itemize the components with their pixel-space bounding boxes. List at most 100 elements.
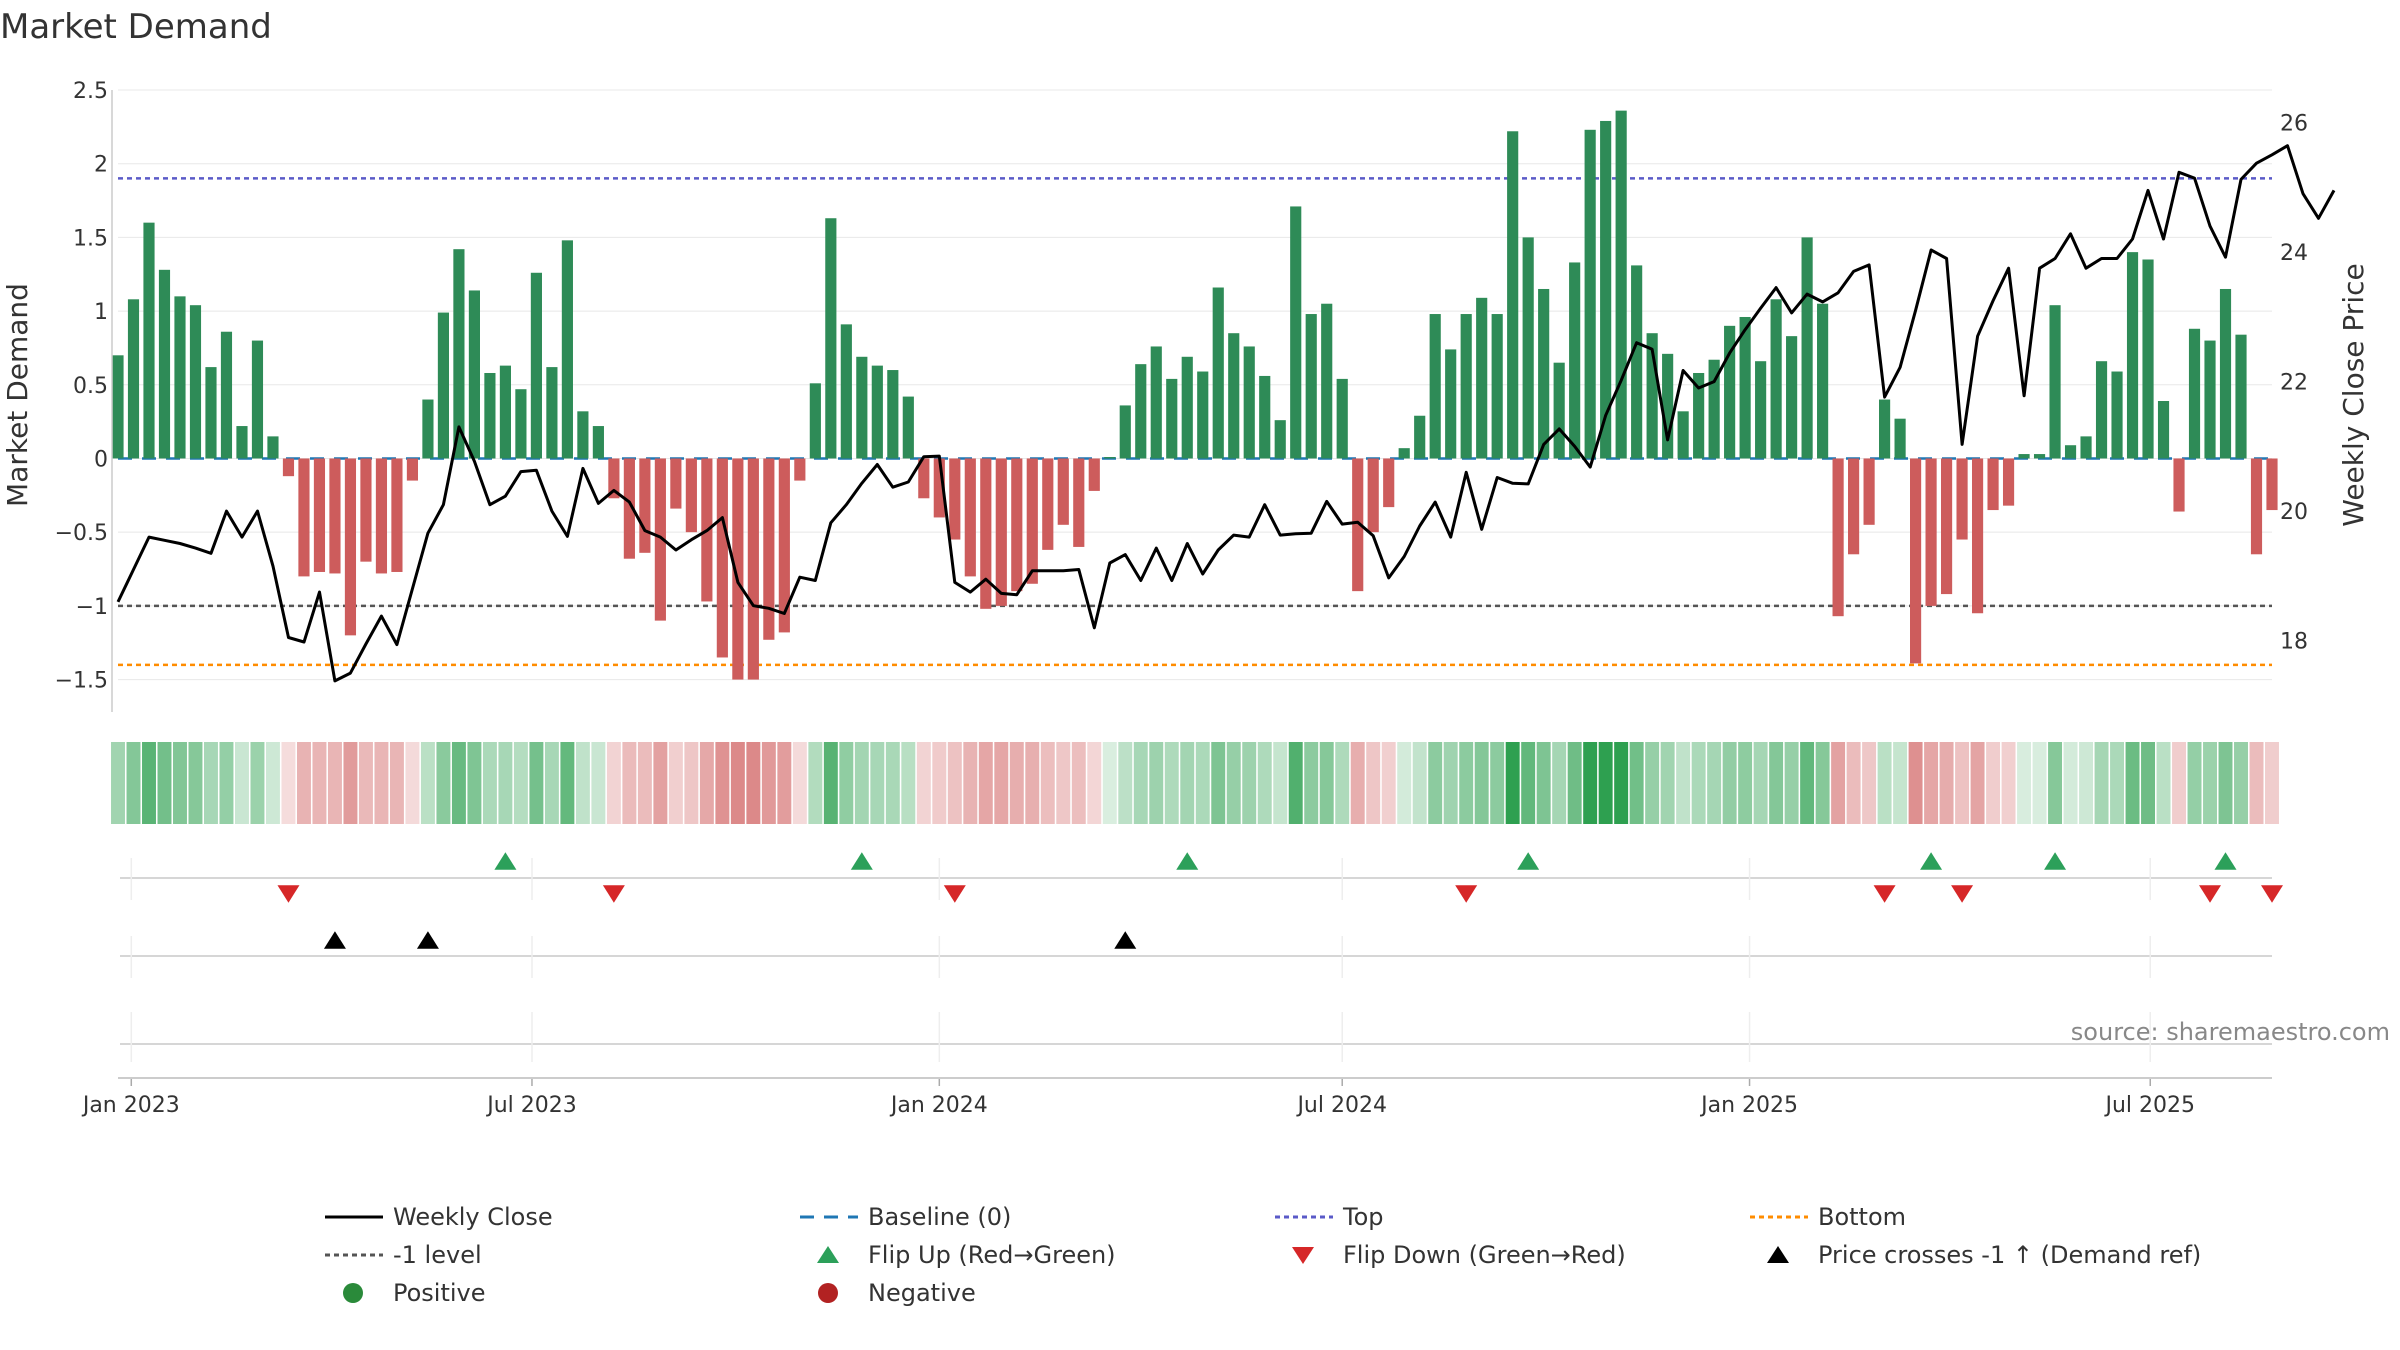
heat-cell bbox=[482, 742, 497, 824]
demand-bar-negative bbox=[1863, 458, 1875, 525]
left-tick-label: 2.5 bbox=[73, 79, 108, 104]
demand-bar-positive bbox=[1274, 420, 1286, 459]
heat-cell bbox=[560, 742, 575, 824]
price-cross-marker bbox=[1114, 931, 1137, 949]
heat-cell bbox=[715, 742, 730, 824]
flip-up-marker bbox=[1920, 852, 1943, 870]
demand-bar-negative bbox=[623, 458, 635, 559]
heat-cell bbox=[870, 742, 885, 824]
heat-cell bbox=[699, 742, 714, 824]
demand-bar-positive bbox=[437, 312, 450, 459]
demand-bar-positive bbox=[902, 396, 914, 459]
right-tick-label: 26 bbox=[2280, 111, 2308, 136]
demand-bar-positive bbox=[1739, 316, 1751, 459]
heat-cell bbox=[2141, 742, 2156, 824]
heat-cell bbox=[1583, 742, 1598, 824]
legend-item: Flip Up (Red→Green) bbox=[817, 1241, 1116, 1269]
heat-cell bbox=[250, 742, 265, 824]
heat-cell bbox=[2218, 742, 2233, 824]
heat-cell bbox=[1908, 742, 1923, 824]
demand-bar-positive bbox=[840, 324, 852, 459]
x-tick-label: Jan 2025 bbox=[1699, 1093, 1798, 1118]
demand-bar-negative bbox=[360, 458, 372, 562]
demand-bar-positive bbox=[2095, 361, 2108, 459]
legend-label: Flip Down (Green→Red) bbox=[1343, 1241, 1626, 1269]
heat-cell bbox=[978, 742, 993, 824]
heat-cell bbox=[544, 742, 559, 824]
heat-cell bbox=[1381, 742, 1396, 824]
left-tick-label: −1 bbox=[76, 595, 108, 620]
demand-bar-positive bbox=[871, 365, 883, 459]
demand-bars bbox=[112, 110, 2278, 680]
demand-bar-positive bbox=[1894, 418, 1906, 459]
heat-cell bbox=[1009, 742, 1024, 824]
demand-bar-positive bbox=[499, 365, 511, 459]
heat-cell bbox=[111, 742, 125, 824]
heat-cell bbox=[1769, 742, 1784, 824]
demand-bar-positive bbox=[484, 372, 496, 459]
legend-item: -1 level bbox=[325, 1241, 482, 1269]
demand-bar-positive bbox=[1584, 129, 1596, 459]
right-tick-label: 20 bbox=[2280, 500, 2308, 525]
flip-up-marker bbox=[2214, 852, 2237, 870]
demand-bar-negative bbox=[1057, 458, 1069, 525]
flip-up-marker bbox=[494, 852, 517, 870]
heat-cell bbox=[1490, 742, 1505, 824]
demand-bar-negative bbox=[639, 458, 651, 553]
heat-cell bbox=[312, 742, 327, 824]
legend-label: Bottom bbox=[1818, 1203, 1906, 1231]
demand-bar-positive bbox=[1662, 353, 1674, 459]
heat-cell bbox=[2063, 742, 2078, 824]
flip-down-marker bbox=[2261, 885, 2283, 903]
heat-cell bbox=[157, 742, 172, 824]
heat-cell bbox=[142, 742, 156, 824]
heat-cell bbox=[1056, 742, 1071, 824]
demand-bar-negative bbox=[778, 458, 790, 633]
demand-bar-positive bbox=[1522, 237, 1534, 459]
heat-cell bbox=[1521, 742, 1536, 824]
legend-item: Flip Down (Green→Red) bbox=[1292, 1241, 1626, 1269]
heat-cell bbox=[591, 742, 606, 824]
demand-bar-negative bbox=[329, 458, 341, 574]
heat-cell bbox=[2156, 742, 2171, 824]
heat-cell bbox=[1738, 742, 1753, 824]
heat-cell bbox=[2094, 742, 2109, 824]
left-tick-label: 2 bbox=[94, 153, 108, 178]
demand-bar-positive bbox=[1770, 299, 1782, 459]
demand-bar-positive bbox=[2219, 288, 2232, 459]
legend-item: Baseline (0) bbox=[800, 1203, 1011, 1231]
legend-item: Positive bbox=[343, 1279, 486, 1307]
x-tick-label: Jul 2025 bbox=[2103, 1093, 2195, 1118]
demand-bar-negative bbox=[1832, 458, 1844, 617]
heat-cell bbox=[467, 742, 482, 824]
demand-bar-positive bbox=[2064, 445, 2077, 459]
legend-swatch-triangle bbox=[1767, 1246, 1789, 1263]
demand-bar-positive bbox=[1414, 415, 1426, 459]
heat-cell bbox=[792, 742, 807, 824]
flip-up-marker bbox=[1176, 852, 1199, 870]
demand-bar-positive bbox=[825, 218, 837, 459]
demand-bar-positive bbox=[220, 331, 233, 459]
heat-cell bbox=[1877, 742, 1892, 824]
heat-cell bbox=[823, 742, 838, 824]
heat-cell bbox=[436, 742, 451, 824]
demand-bar-positive bbox=[2126, 252, 2139, 459]
demand-bar-negative bbox=[1026, 458, 1038, 584]
demand-bar-positive bbox=[127, 299, 140, 459]
flip-down-marker bbox=[943, 885, 966, 903]
demand-bar-negative bbox=[933, 458, 945, 518]
heat-cell bbox=[1846, 742, 1861, 824]
heat-cell bbox=[2172, 742, 2186, 824]
heat-cell bbox=[1676, 742, 1691, 824]
heat-cell bbox=[173, 742, 187, 824]
demand-heat-strip bbox=[111, 742, 2279, 824]
heat-cell bbox=[947, 742, 962, 824]
heat-cell bbox=[2265, 742, 2279, 824]
left-axis-label: Market Demand bbox=[1, 283, 34, 507]
heat-cell bbox=[2017, 742, 2032, 824]
flip-down-marker bbox=[1455, 885, 1478, 903]
axes: 2.5 2 1.5 1 0.5 0 −0.5 −1 −1.5 26 24 22 20 18 Jan 2023… bbox=[55, 79, 2308, 1118]
demand-bar-positive bbox=[267, 436, 279, 459]
demand-bar-negative bbox=[1088, 458, 1100, 491]
